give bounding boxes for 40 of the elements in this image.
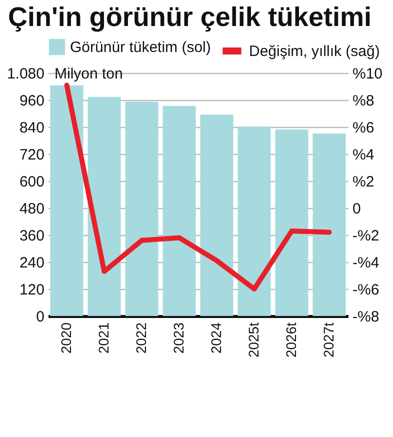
legend-label: Görünür tüketim (sol) [70,39,211,56]
y-tick-label: 120 [19,282,44,298]
y-tick-label: 360 [19,228,44,244]
y-tick-label: 840 [19,120,44,136]
x-tick-label: 2025t [245,322,262,358]
y2-tick-label: %6 [352,120,374,136]
x-tick-label: 2022 [132,322,149,354]
y-tick-label: 0 [36,308,44,326]
y2-tick-label: %2 [352,174,374,190]
y2-tick-label: -%4 [352,254,380,272]
bar [200,114,234,316]
y-tick-label: 960 [19,92,44,110]
bar [125,102,158,316]
bar [162,106,196,316]
y-axis-title: Milyon ton [54,66,123,82]
y2-tick-label: -%6 [352,282,380,298]
y-tick-label: 720 [19,146,44,164]
bar [88,96,121,316]
y-tick-label: 1.080 [6,66,44,82]
x-tick-label: 2023 [170,322,186,354]
x-tick-label: 2021 [95,322,112,354]
x-tick-label: 2020 [58,322,74,354]
y2-tick-label: -%2 [352,228,380,244]
legend-label: Değişim, yıllık (sağ) [249,43,380,60]
y2-tick-label: %10 [352,66,383,82]
y-tick-label: 600 [19,174,44,190]
x-tick-label: 2026t [282,322,299,358]
y2-tick-label: %4 [352,146,374,164]
bar [312,134,346,316]
y2-tick-label: 0 [352,200,361,218]
y2-tick-label: %8 [352,92,374,110]
bar [275,129,308,316]
x-tick-label: 2024 [208,322,224,354]
y-tick-label: 240 [19,254,44,272]
x-tick-label: 2027t [320,322,336,358]
bar [50,85,84,316]
bar [238,126,271,316]
y2-tick-label: -%8 [352,308,380,326]
y-tick-label: 480 [19,200,44,218]
chart-title: Çin'in görünür çelik tüketimi [8,2,372,32]
